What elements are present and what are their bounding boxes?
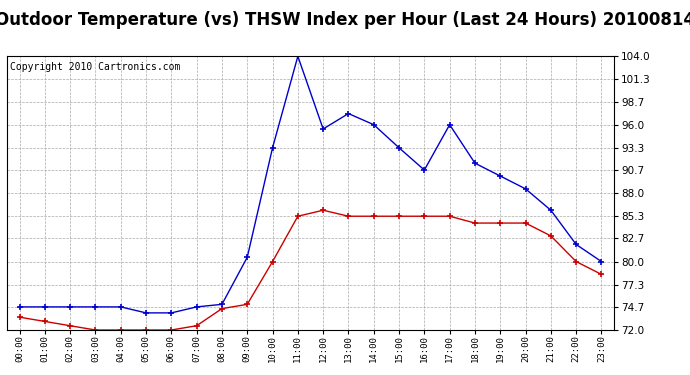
Text: Outdoor Temperature (vs) THSW Index per Hour (Last 24 Hours) 20100814: Outdoor Temperature (vs) THSW Index per … [0, 11, 690, 29]
Text: Copyright 2010 Cartronics.com: Copyright 2010 Cartronics.com [10, 62, 180, 72]
